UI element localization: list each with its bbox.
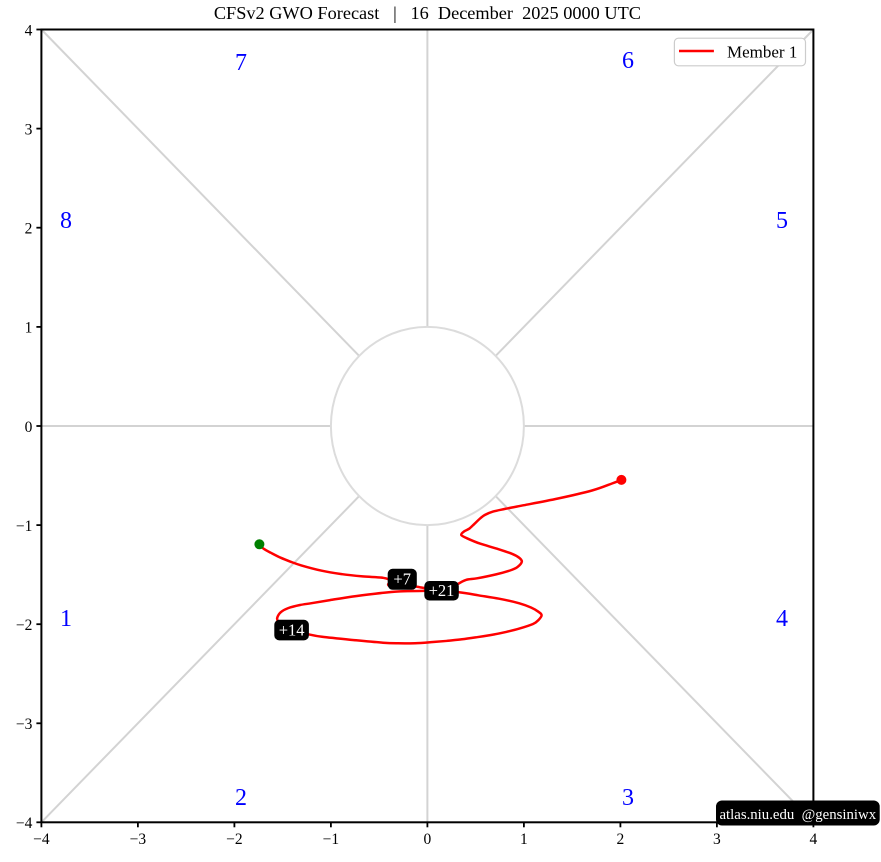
svg-text:−3: −3 (16, 716, 33, 733)
svg-text:1: 1 (520, 831, 528, 848)
svg-text:3: 3 (713, 831, 721, 848)
svg-text:atlas.niu.edu @gensiniwx: atlas.niu.edu @gensiniwx (719, 807, 876, 823)
svg-text:7: 7 (235, 50, 247, 76)
svg-text:3: 3 (622, 785, 634, 811)
svg-text:CFSv2 GWO Forecast | 16 D: CFSv2 GWO Forecast | 16 December 2025 00… (214, 3, 641, 23)
svg-text:+14: +14 (279, 621, 305, 640)
svg-text:−2: −2 (226, 831, 243, 848)
svg-text:6: 6 (622, 48, 634, 74)
svg-text:4: 4 (25, 22, 33, 39)
svg-text:2: 2 (235, 785, 247, 811)
svg-text:−4: −4 (16, 815, 33, 832)
svg-text:−4: −4 (33, 831, 50, 848)
svg-text:−2: −2 (16, 617, 33, 634)
svg-text:1: 1 (60, 606, 72, 632)
svg-text:−1: −1 (16, 518, 33, 535)
svg-text:2: 2 (617, 831, 625, 848)
svg-text:4: 4 (776, 606, 788, 632)
svg-text:Member 1: Member 1 (727, 43, 797, 62)
svg-text:3: 3 (25, 121, 33, 138)
svg-text:2: 2 (25, 221, 33, 238)
svg-text:+21: +21 (429, 581, 455, 600)
svg-text:0: 0 (424, 831, 432, 848)
svg-text:8: 8 (60, 208, 72, 234)
svg-text:4: 4 (810, 831, 818, 848)
svg-text:+7: +7 (393, 569, 411, 588)
svg-text:1: 1 (25, 320, 33, 337)
svg-text:−3: −3 (130, 831, 147, 848)
svg-text:−1: −1 (323, 831, 340, 848)
svg-text:0: 0 (25, 419, 33, 436)
svg-text:5: 5 (776, 208, 788, 234)
